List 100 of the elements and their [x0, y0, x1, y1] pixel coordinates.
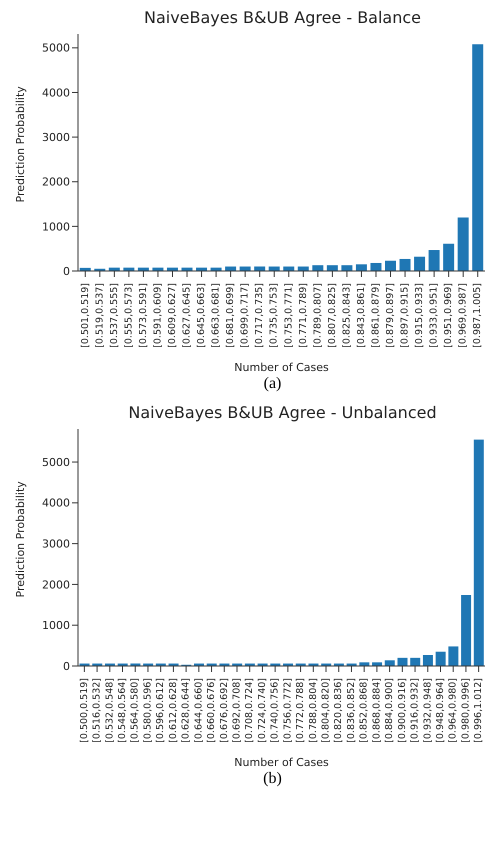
x-tick-label: [0.735,0.753]: [268, 283, 280, 348]
bar: [181, 268, 192, 271]
bar: [326, 265, 338, 271]
x-tick-label: [0.820,0.836]: [333, 678, 344, 743]
y-tick-label: 1000: [42, 220, 70, 234]
x-tick-label: [0.825,0.843]: [341, 283, 352, 348]
bar: [210, 268, 222, 271]
x-tick-label: [0.900,0.916]: [396, 678, 408, 743]
bar: [138, 268, 149, 271]
x-tick-label: [0.516,0.532]: [92, 678, 103, 743]
x-tick-label: [0.596,0.612]: [155, 678, 166, 743]
bar: [123, 268, 134, 271]
x-tick-label: [0.915,0.933]: [414, 283, 426, 348]
x-tick-label: [0.897,0.915]: [400, 283, 411, 348]
x-tick-label: [0.692,0.708]: [231, 678, 242, 743]
bar: [312, 265, 324, 271]
chart-title: NaiveBayes B&UB Agree - Balance: [142, 8, 422, 29]
x-tick-label: [0.580,0.596]: [142, 678, 154, 743]
x-tick-label: [0.532,0.548]: [104, 678, 116, 743]
x-tick-label: [0.519,0.537]: [94, 283, 106, 348]
y-tick-label: 2000: [42, 176, 70, 189]
x-tick-label: [0.717,0.735]: [254, 283, 266, 348]
y-tick-label: 5000: [42, 456, 70, 469]
x-tick-label: [0.663,0.681]: [210, 283, 222, 348]
bar: [414, 256, 426, 271]
x-tick-label: [0.916,0.932]: [410, 678, 421, 743]
x-tick-label: [0.627,0.645]: [182, 283, 193, 348]
bar: [298, 266, 309, 271]
bar: [196, 268, 208, 271]
y-tick-label: 3000: [42, 131, 70, 144]
bar: [397, 658, 408, 666]
x-tick-label: [0.804,0.820]: [320, 678, 332, 743]
bar: [448, 646, 458, 666]
x-tick-label: [0.852,0.868]: [358, 678, 370, 743]
x-tick-label: [0.933,0.951]: [428, 283, 440, 348]
x-tick-label: [0.628,0.644]: [180, 678, 192, 743]
x-tick-label: [0.591,0.609]: [152, 283, 164, 348]
x-tick-label: [0.555,0.573]: [123, 283, 134, 348]
x-tick-label: [0.644,0.660]: [193, 678, 204, 743]
bar: [152, 268, 164, 271]
bar: [458, 217, 469, 271]
bar: [443, 244, 454, 271]
bar: [422, 654, 433, 666]
x-tick-label: [0.843,0.861]: [356, 283, 367, 348]
bar: [400, 258, 411, 271]
bar: [268, 266, 280, 271]
x-tick-label: [0.740,0.756]: [270, 678, 281, 743]
y-tick-label: 0: [63, 264, 70, 278]
x-tick-label: [0.573,0.591]: [138, 283, 149, 348]
x-tick-label: [0.676,0.692]: [218, 678, 230, 743]
x-tick-label: [0.807,0.825]: [326, 283, 338, 348]
y-tick-label: 1000: [42, 619, 70, 632]
x-tick-label: [0.980,0.996]: [460, 678, 472, 743]
y-tick-label: 5000: [42, 42, 70, 55]
x-axis-title: Number of Cases: [234, 361, 329, 374]
x-tick-label: [0.789,0.807]: [312, 283, 324, 348]
x-tick-label: [0.861,0.879]: [370, 283, 382, 348]
x-tick-label: [0.708,0.724]: [244, 678, 256, 743]
x-tick-label: [0.699,0.717]: [240, 283, 251, 348]
bar: [166, 268, 178, 271]
x-tick-label: [0.500,0.519]: [78, 678, 90, 743]
y-tick-label: 2000: [42, 578, 70, 592]
text: (a): [262, 375, 282, 394]
x-tick-label: [0.951,0.969]: [443, 283, 454, 348]
x-tick-label: [0.660,0.676]: [206, 678, 218, 743]
x-tick-label: [0.548,0.564]: [117, 678, 128, 743]
x-tick-label: [0.564,0.580]: [130, 678, 141, 743]
y-tick-label: 0: [63, 660, 70, 673]
text: (b): [262, 770, 283, 789]
x-tick-label: [0.681,0.699]: [225, 283, 236, 348]
bar: [283, 266, 294, 271]
x-tick-label: [0.756,0.772]: [282, 678, 294, 743]
x-tick-label: [0.964,0.980]: [448, 678, 459, 743]
x-tick-label: [0.932,0.948]: [422, 678, 434, 743]
y-axis-title: Prediction Probability: [14, 86, 27, 202]
y-tick-label: 4000: [42, 496, 70, 510]
x-tick-label: [0.772,0.788]: [295, 678, 306, 743]
bar: [240, 266, 251, 271]
x-tick-label: [0.501,0.519]: [80, 283, 91, 348]
bar: [254, 266, 266, 271]
y-axis-title: Prediction Probability: [14, 480, 27, 598]
bar: [225, 266, 236, 271]
bar: [474, 440, 484, 666]
bar: [108, 268, 120, 271]
bar: [428, 250, 440, 271]
bar: [472, 44, 484, 271]
bar: [410, 658, 420, 666]
x-tick-label: [0.645,0.663]: [196, 283, 208, 348]
x-tick-label: [0.771,0.789]: [298, 283, 309, 348]
x-tick-label: [0.537,0.555]: [108, 283, 120, 348]
bar: [436, 652, 446, 666]
x-tick-label: [0.884,0.900]: [384, 678, 396, 743]
bar: [461, 595, 472, 666]
x-tick-label: [0.753,0.771]: [283, 283, 294, 348]
x-tick-label: [0.868,0.884]: [371, 678, 382, 743]
x-tick-label: [0.879,0.897]: [385, 283, 396, 348]
x-tick-label: [0.609,0.627]: [166, 283, 178, 348]
x-tick-label: [0.948,0.964]: [434, 678, 446, 743]
x-tick-label: [0.987,1.005]: [472, 283, 484, 348]
bar: [384, 260, 396, 271]
